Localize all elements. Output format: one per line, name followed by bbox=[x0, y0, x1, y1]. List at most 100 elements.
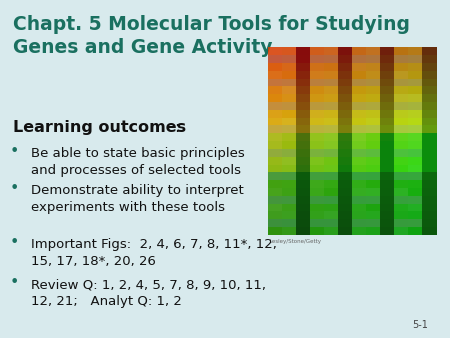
Bar bbox=[366, 227, 380, 235]
Bar bbox=[352, 133, 366, 141]
Bar bbox=[366, 203, 380, 212]
Bar bbox=[296, 227, 310, 235]
Bar bbox=[409, 157, 423, 165]
Bar bbox=[324, 157, 338, 165]
Bar bbox=[310, 188, 324, 196]
Bar bbox=[380, 188, 394, 196]
Bar bbox=[296, 133, 310, 141]
Bar bbox=[268, 55, 282, 63]
Bar bbox=[380, 55, 394, 63]
Bar bbox=[282, 79, 296, 87]
Bar bbox=[268, 227, 282, 235]
Bar bbox=[310, 125, 324, 133]
Bar bbox=[268, 87, 282, 94]
Bar bbox=[380, 165, 394, 172]
Bar bbox=[338, 71, 352, 78]
Bar bbox=[352, 125, 366, 133]
Bar bbox=[352, 149, 366, 157]
Bar bbox=[366, 47, 380, 55]
Bar bbox=[409, 219, 423, 227]
Bar bbox=[423, 102, 436, 110]
Bar bbox=[310, 79, 324, 87]
Bar bbox=[352, 157, 366, 165]
Bar bbox=[310, 110, 324, 118]
Bar bbox=[366, 219, 380, 227]
Text: Review Q: 1, 2, 4, 5, 7, 8, 9, 10, 11,
12, 21;   Analyt Q: 1, 2: Review Q: 1, 2, 4, 5, 7, 8, 9, 10, 11, 1… bbox=[31, 279, 266, 308]
Bar bbox=[282, 188, 296, 196]
Bar bbox=[380, 47, 394, 55]
Bar bbox=[296, 203, 310, 212]
Text: •: • bbox=[10, 235, 19, 250]
Bar bbox=[268, 125, 282, 133]
Bar bbox=[310, 141, 324, 149]
Bar bbox=[366, 172, 380, 180]
Bar bbox=[282, 141, 296, 149]
Bar bbox=[268, 165, 282, 172]
Bar bbox=[324, 110, 338, 118]
Bar bbox=[338, 196, 352, 203]
Bar bbox=[310, 94, 324, 102]
Bar bbox=[394, 87, 409, 94]
Bar bbox=[296, 55, 310, 63]
Bar bbox=[394, 79, 409, 87]
Bar bbox=[324, 71, 338, 78]
Bar bbox=[423, 55, 436, 63]
Text: Lesley/Stone/Getty: Lesley/Stone/Getty bbox=[270, 239, 322, 244]
Bar bbox=[352, 141, 366, 149]
Text: •: • bbox=[10, 275, 19, 290]
Bar bbox=[324, 180, 338, 188]
Bar bbox=[338, 141, 352, 149]
Bar bbox=[282, 212, 296, 219]
Bar bbox=[338, 47, 352, 55]
Bar bbox=[394, 227, 409, 235]
Bar bbox=[409, 188, 423, 196]
Bar bbox=[380, 118, 394, 125]
Bar bbox=[366, 180, 380, 188]
Bar bbox=[324, 125, 338, 133]
Bar bbox=[338, 110, 352, 118]
Bar bbox=[380, 133, 394, 141]
Bar bbox=[409, 172, 423, 180]
Bar bbox=[352, 172, 366, 180]
Bar bbox=[380, 149, 394, 157]
Bar bbox=[366, 94, 380, 102]
Bar bbox=[310, 118, 324, 125]
Text: 5-1: 5-1 bbox=[412, 319, 427, 330]
Bar bbox=[423, 63, 436, 71]
Bar bbox=[380, 203, 394, 212]
Bar bbox=[352, 102, 366, 110]
Bar bbox=[352, 63, 366, 71]
Bar bbox=[423, 141, 436, 149]
Bar bbox=[409, 118, 423, 125]
Bar bbox=[282, 102, 296, 110]
Bar bbox=[310, 47, 324, 55]
Bar bbox=[310, 180, 324, 188]
Bar bbox=[423, 157, 436, 165]
Bar bbox=[409, 212, 423, 219]
Bar bbox=[366, 165, 380, 172]
Bar bbox=[324, 219, 338, 227]
Bar bbox=[338, 133, 352, 141]
Bar bbox=[324, 55, 338, 63]
Bar bbox=[338, 94, 352, 102]
Bar bbox=[409, 63, 423, 71]
Bar bbox=[324, 227, 338, 235]
Bar bbox=[324, 188, 338, 196]
Bar bbox=[310, 102, 324, 110]
Bar bbox=[423, 165, 436, 172]
Bar bbox=[338, 219, 352, 227]
Bar bbox=[282, 157, 296, 165]
Bar bbox=[310, 219, 324, 227]
Bar bbox=[310, 227, 324, 235]
Bar bbox=[310, 212, 324, 219]
Bar bbox=[324, 141, 338, 149]
Bar bbox=[268, 94, 282, 102]
Bar bbox=[423, 172, 436, 180]
Bar bbox=[310, 165, 324, 172]
Bar bbox=[282, 125, 296, 133]
Bar bbox=[282, 180, 296, 188]
Bar bbox=[380, 125, 394, 133]
Text: Chapt. 5 Molecular Tools for Studying
Genes and Gene Activity: Chapt. 5 Molecular Tools for Studying Ge… bbox=[13, 15, 410, 57]
Bar bbox=[409, 125, 423, 133]
Bar bbox=[409, 110, 423, 118]
